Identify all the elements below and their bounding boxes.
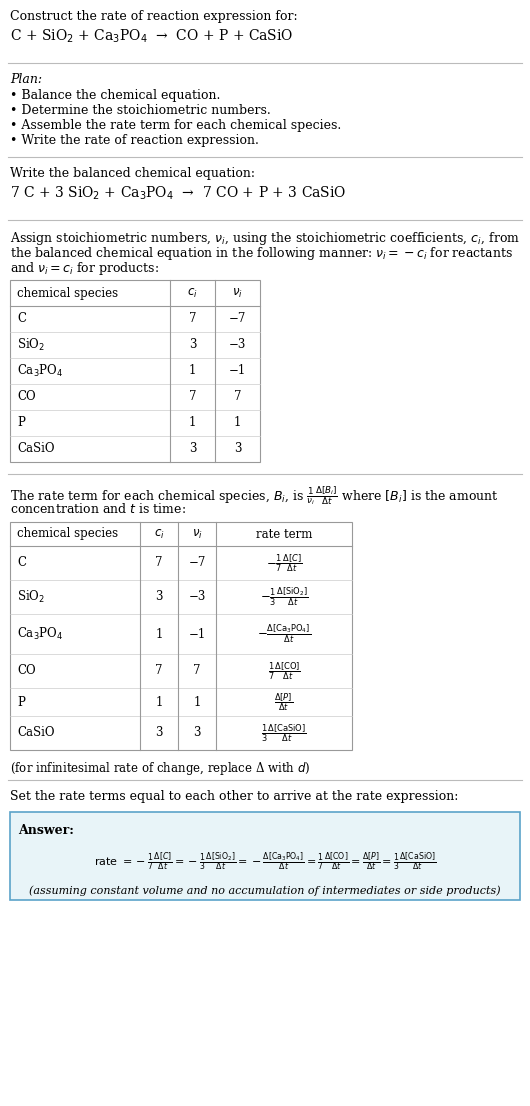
Text: −3: −3	[188, 591, 206, 604]
Text: • Write the rate of reaction expression.: • Write the rate of reaction expression.	[10, 134, 259, 147]
Text: CaSiO: CaSiO	[17, 727, 55, 740]
Text: 7: 7	[155, 665, 163, 678]
Text: −7: −7	[229, 313, 246, 325]
Text: • Determine the stoichiometric numbers.: • Determine the stoichiometric numbers.	[10, 104, 271, 117]
Text: 3: 3	[155, 591, 163, 604]
Text: rate $= -\frac{1}{7}\frac{\Delta[C]}{\Delta t} = -\frac{1}{3}\frac{\Delta[\mathr: rate $= -\frac{1}{7}\frac{\Delta[C]}{\De…	[94, 851, 436, 874]
Text: 1: 1	[189, 417, 196, 429]
Text: $-\frac{\Delta[\mathrm{Ca}_3\mathrm{PO}_4]}{\Delta t}$: $-\frac{\Delta[\mathrm{Ca}_3\mathrm{PO}_…	[257, 623, 311, 645]
Text: CO: CO	[17, 665, 36, 678]
Text: $c_i$: $c_i$	[154, 528, 164, 541]
Text: (for infinitesimal rate of change, replace Δ with $d$): (for infinitesimal rate of change, repla…	[10, 760, 311, 778]
Text: CO: CO	[17, 390, 36, 404]
Text: concentration and $t$ is time:: concentration and $t$ is time:	[10, 502, 186, 517]
Text: 7 C + 3 SiO$_2$ + Ca$_3$PO$_4$  →  7 CO + P + 3 CaSiO: 7 C + 3 SiO$_2$ + Ca$_3$PO$_4$ → 7 CO + …	[10, 185, 347, 202]
Text: Set the rate terms equal to each other to arrive at the rate expression:: Set the rate terms equal to each other t…	[10, 790, 458, 803]
Text: • Assemble the rate term for each chemical species.: • Assemble the rate term for each chemic…	[10, 119, 341, 132]
Text: −1: −1	[188, 627, 206, 640]
Text: Write the balanced chemical equation:: Write the balanced chemical equation:	[10, 167, 255, 180]
Text: Answer:: Answer:	[18, 824, 74, 837]
Text: $-\frac{1}{7}\frac{\Delta[C]}{\Delta t}$: $-\frac{1}{7}\frac{\Delta[C]}{\Delta t}$	[266, 552, 302, 574]
Text: C: C	[17, 556, 26, 570]
Bar	[10, 522, 352, 750]
Text: Ca$_3$PO$_4$: Ca$_3$PO$_4$	[17, 363, 63, 379]
Text: $c_i$: $c_i$	[187, 286, 198, 300]
Text: SiO$_2$: SiO$_2$	[17, 337, 45, 353]
Text: $\frac{1}{3}\frac{\Delta[\mathrm{CaSiO}]}{\Delta t}$: $\frac{1}{3}\frac{\Delta[\mathrm{CaSiO}]…	[261, 722, 307, 744]
Text: and $\nu_i = c_i$ for products:: and $\nu_i = c_i$ for products:	[10, 260, 159, 276]
Text: $\frac{1}{7}\frac{\Delta[\mathrm{CO}]}{\Delta t}$: $\frac{1}{7}\frac{\Delta[\mathrm{CO}]}{\…	[268, 660, 301, 681]
Text: 3: 3	[155, 727, 163, 740]
Text: $-\frac{1}{3}\frac{\Delta[\mathrm{SiO}_2]}{\Delta t}$: $-\frac{1}{3}\frac{\Delta[\mathrm{SiO}_2…	[260, 586, 308, 608]
Text: −1: −1	[229, 365, 246, 377]
Text: • Balance the chemical equation.: • Balance the chemical equation.	[10, 88, 220, 102]
Text: CaSiO: CaSiO	[17, 442, 55, 456]
Text: −3: −3	[229, 338, 246, 352]
Text: P: P	[17, 696, 25, 709]
Text: 7: 7	[234, 390, 241, 404]
Text: the balanced chemical equation in the following manner: $\nu_i = -c_i$ for react: the balanced chemical equation in the fo…	[10, 246, 513, 262]
Text: 1: 1	[234, 417, 241, 429]
Text: Construct the rate of reaction expression for:: Construct the rate of reaction expressio…	[10, 10, 298, 23]
Bar	[10, 280, 260, 462]
Text: rate term: rate term	[256, 528, 312, 541]
Text: The rate term for each chemical species, $B_i$, is $\frac{1}{\nu_i}\frac{\Delta[: The rate term for each chemical species,…	[10, 484, 499, 507]
Text: 7: 7	[155, 556, 163, 570]
Text: chemical species: chemical species	[17, 528, 118, 541]
Text: 3: 3	[193, 727, 201, 740]
Text: 3: 3	[234, 442, 241, 456]
Text: (assuming constant volume and no accumulation of intermediates or side products): (assuming constant volume and no accumul…	[29, 885, 501, 896]
Text: C: C	[17, 313, 26, 325]
Text: 1: 1	[155, 627, 163, 640]
Text: 7: 7	[189, 313, 196, 325]
Text: SiO$_2$: SiO$_2$	[17, 589, 45, 605]
Text: 7: 7	[189, 390, 196, 404]
Text: $\frac{\Delta[P]}{\Delta t}$: $\frac{\Delta[P]}{\Delta t}$	[275, 691, 294, 713]
Text: 1: 1	[189, 365, 196, 377]
Text: Ca$_3$PO$_4$: Ca$_3$PO$_4$	[17, 626, 63, 643]
Text: 1: 1	[193, 696, 201, 709]
Text: C + SiO$_2$ + Ca$_3$PO$_4$  →  CO + P + CaSiO: C + SiO$_2$ + Ca$_3$PO$_4$ → CO + P + Ca…	[10, 28, 294, 45]
FancyBboxPatch shape	[10, 812, 520, 900]
Text: 3: 3	[189, 442, 196, 456]
Text: −7: −7	[188, 556, 206, 570]
Text: Assign stoichiometric numbers, $\nu_i$, using the stoichiometric coefficients, $: Assign stoichiometric numbers, $\nu_i$, …	[10, 230, 520, 247]
Text: $\nu_i$: $\nu_i$	[232, 286, 243, 300]
Text: $\nu_i$: $\nu_i$	[191, 528, 202, 541]
Text: 3: 3	[189, 338, 196, 352]
Text: 1: 1	[155, 696, 163, 709]
Text: chemical species: chemical species	[17, 286, 118, 300]
Text: Plan:: Plan:	[10, 73, 42, 86]
Text: P: P	[17, 417, 25, 429]
Text: 7: 7	[193, 665, 201, 678]
